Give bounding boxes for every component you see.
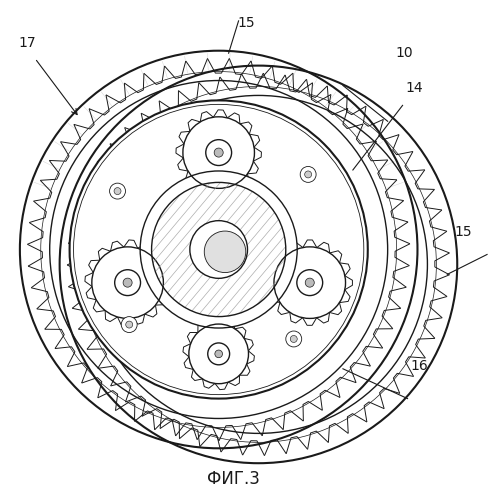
Circle shape xyxy=(115,270,141,295)
Circle shape xyxy=(305,278,314,287)
Text: 15: 15 xyxy=(237,16,255,30)
Circle shape xyxy=(300,167,316,182)
Circle shape xyxy=(109,183,125,199)
Circle shape xyxy=(121,317,137,332)
Circle shape xyxy=(183,318,254,390)
Text: 14: 14 xyxy=(405,81,422,95)
Circle shape xyxy=(70,100,368,399)
Circle shape xyxy=(123,278,132,287)
Circle shape xyxy=(126,321,133,328)
Circle shape xyxy=(297,270,323,295)
Text: 15: 15 xyxy=(455,225,472,239)
Circle shape xyxy=(114,188,121,195)
Text: 10: 10 xyxy=(395,46,413,60)
Circle shape xyxy=(83,238,173,328)
Circle shape xyxy=(140,171,297,328)
Circle shape xyxy=(20,51,417,448)
Text: ФИГ.3: ФИГ.3 xyxy=(207,470,260,488)
Circle shape xyxy=(290,335,297,342)
Text: 17: 17 xyxy=(18,36,36,50)
Circle shape xyxy=(60,65,457,463)
Circle shape xyxy=(264,238,355,328)
Circle shape xyxy=(173,107,264,198)
Circle shape xyxy=(215,350,223,358)
Circle shape xyxy=(190,221,248,278)
Circle shape xyxy=(208,343,230,365)
Circle shape xyxy=(206,140,232,166)
Text: 16: 16 xyxy=(410,359,428,373)
Circle shape xyxy=(204,231,246,272)
Circle shape xyxy=(286,331,302,347)
Circle shape xyxy=(305,171,312,178)
Circle shape xyxy=(214,148,223,157)
